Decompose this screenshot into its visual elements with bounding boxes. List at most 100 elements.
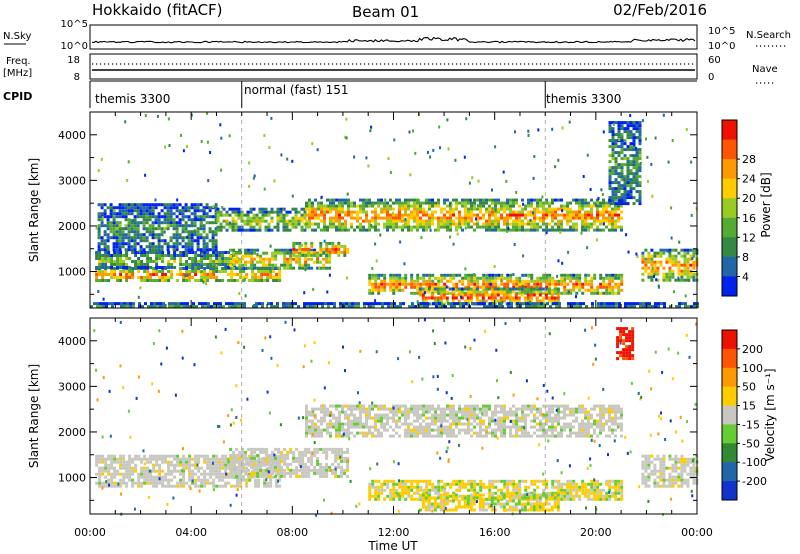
echo-cell (519, 305, 522, 309)
echo-cell (279, 207, 283, 211)
echo-cell (653, 272, 657, 276)
echo-cell (410, 410, 413, 414)
echo-cell (449, 428, 452, 432)
echo-cell (386, 201, 389, 205)
echo-cell (148, 218, 152, 222)
echo-cell (232, 456, 236, 460)
echo-cell (680, 275, 684, 279)
echo-cell (659, 248, 663, 252)
echo-cell (200, 276, 204, 279)
echo-cell (668, 260, 672, 264)
echo-cell (553, 296, 557, 300)
echo-cell (100, 206, 104, 210)
echo-cell (596, 213, 599, 217)
echo-cell (98, 478, 102, 482)
echo-cell (323, 410, 326, 414)
echo-cell (377, 282, 381, 286)
echo-cell (678, 302, 681, 306)
colorbar-tick-label: 24 (742, 173, 756, 186)
noise-cell (138, 249, 141, 253)
echo-cell (629, 184, 633, 188)
echo-cell (346, 468, 350, 472)
echo-cell (341, 404, 344, 408)
echo-cell (639, 302, 642, 306)
echo-cell (377, 198, 380, 202)
echo-cell (560, 222, 563, 226)
echo-cell (557, 279, 561, 283)
echo-cell (317, 407, 320, 411)
echo-cell (680, 263, 684, 267)
echo-cell (668, 257, 672, 261)
echo-cell (319, 471, 323, 475)
echo-cell (395, 282, 399, 286)
echo-cell (187, 233, 191, 237)
echo-cell (641, 278, 645, 282)
echo-cell (511, 296, 515, 300)
echo-cell (304, 260, 308, 264)
echo-cell (620, 142, 624, 146)
echo-cell (545, 279, 549, 283)
echo-cell (563, 228, 566, 232)
echo-cell (518, 279, 522, 283)
echo-cell (560, 276, 564, 280)
echo-cell (452, 213, 455, 217)
echo-cell (539, 285, 543, 289)
echo-cell (560, 204, 563, 208)
echo-cell (692, 248, 696, 252)
echo-cell (312, 305, 315, 309)
echo-cell (113, 466, 117, 470)
echo-cell (413, 419, 416, 423)
echo-cell (107, 257, 111, 260)
echo-cell (632, 136, 636, 140)
echo-cell (243, 219, 247, 223)
echo-cell (464, 204, 467, 208)
echo-cell (428, 222, 431, 226)
echo-cell (617, 121, 621, 125)
echo-cell (439, 299, 443, 303)
echo-cell (581, 207, 584, 211)
echo-cell (319, 465, 323, 469)
echo-cell (452, 285, 456, 289)
echo-cell (119, 260, 123, 263)
echo-cell (130, 224, 134, 228)
echo-cell (347, 228, 350, 232)
echo-cell (548, 207, 551, 211)
echo-cell (235, 453, 239, 457)
echo-cell (338, 434, 341, 438)
echo-cell (122, 472, 126, 476)
echo-cell (116, 469, 120, 473)
echo-cell (416, 273, 420, 277)
freq-tick-bottom: 8 (74, 72, 80, 83)
echo-cell (602, 213, 605, 217)
echo-cell (255, 302, 258, 306)
echo-cell (139, 203, 143, 207)
echo-cell (575, 276, 579, 280)
echo-cell (371, 201, 374, 205)
noise-cell (346, 276, 349, 280)
echo-cell (267, 302, 270, 306)
echo-cell (617, 145, 621, 149)
echo-cell (368, 204, 371, 208)
echo-cell (295, 257, 299, 261)
echo-cell (280, 450, 284, 454)
echo-cell (161, 457, 165, 461)
echo-cell (502, 287, 506, 291)
echo-cell (470, 210, 473, 214)
echo-cell (624, 302, 627, 306)
noise-cell (557, 158, 560, 162)
echo-cell (104, 266, 108, 269)
echo-cell (131, 276, 135, 279)
echo-cell (374, 273, 378, 277)
noise-cell (551, 127, 554, 131)
noise-cell (688, 278, 691, 282)
echo-cell (194, 481, 198, 485)
echo-cell (152, 463, 156, 467)
echo-cell (113, 457, 117, 461)
echo-cell (191, 481, 195, 485)
echo-cell (113, 270, 117, 273)
echo-cell (179, 267, 183, 270)
echo-cell (393, 302, 396, 306)
echo-cell (638, 139, 642, 143)
echo-cell (334, 465, 338, 469)
